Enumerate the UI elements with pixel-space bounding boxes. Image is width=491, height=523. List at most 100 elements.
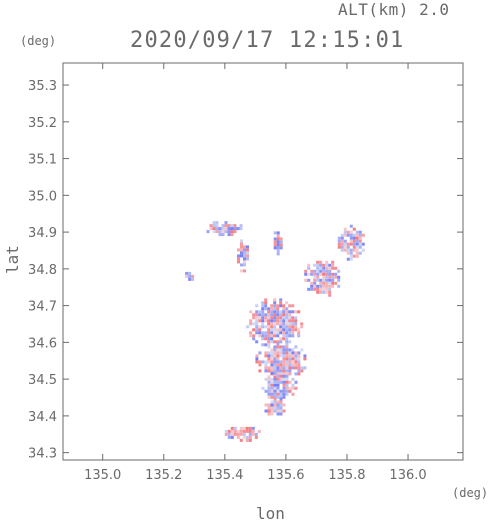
data-cell (239, 438, 243, 442)
data-cell (276, 351, 280, 355)
data-cell (267, 412, 271, 416)
data-cell (343, 230, 347, 234)
data-cell (276, 389, 280, 393)
data-cell (279, 372, 283, 376)
data-cell (188, 274, 192, 278)
data-cell (267, 403, 271, 407)
data-cell (291, 331, 295, 335)
data-cell (328, 272, 332, 276)
data-cell (285, 322, 289, 326)
data-cell (215, 224, 219, 228)
x-tick-label: 135.8 (328, 468, 365, 483)
data-cell (349, 257, 353, 261)
data-cell (337, 236, 341, 240)
data-cell (264, 313, 268, 317)
data-cell (273, 298, 277, 302)
data-cell (285, 386, 289, 390)
y-tick-label: 35.1 (28, 153, 57, 168)
data-cell (273, 334, 277, 338)
data-cell (273, 316, 277, 320)
data-cell (288, 357, 292, 361)
data-cell (273, 319, 277, 323)
data-cell (245, 435, 249, 439)
data-cell (294, 360, 298, 364)
data-cell (291, 334, 295, 338)
data-cell (236, 227, 240, 231)
data-cell (355, 245, 359, 249)
data-cell (264, 334, 268, 338)
data-cell (248, 432, 252, 436)
data-cell (316, 269, 320, 273)
data-cell (288, 322, 292, 326)
data-cell (251, 426, 255, 430)
data-cell (273, 301, 277, 305)
data-cell (261, 322, 265, 326)
data-cell (325, 272, 329, 276)
data-cell (346, 257, 350, 261)
data-cell (285, 328, 289, 332)
data-cell (291, 310, 295, 314)
data-cell (264, 360, 268, 364)
data-cell (316, 290, 320, 294)
data-cell (346, 233, 350, 237)
data-cell (285, 363, 289, 367)
data-cell (243, 269, 246, 273)
data-cell (285, 325, 289, 329)
data-cell (227, 435, 231, 439)
data-cell (267, 313, 271, 317)
data-cell (288, 363, 292, 367)
data-cell (285, 383, 289, 387)
data-cell (322, 266, 326, 270)
data-cell (285, 316, 289, 320)
data-cell (273, 322, 277, 326)
data-cell (221, 224, 225, 228)
data-cell (285, 313, 289, 317)
y-axis-unit: (deg) (20, 34, 57, 48)
data-cell (282, 307, 286, 311)
data-cell (224, 230, 228, 234)
data-cell (249, 310, 253, 314)
data-cell (282, 331, 286, 335)
altitude-label: ALT(km) 2.0 (338, 0, 450, 19)
data-cell (276, 374, 280, 378)
data-cell (261, 334, 265, 338)
data-cell (276, 354, 280, 358)
data-cell (316, 260, 320, 264)
data-cell (276, 406, 280, 410)
data-cell (303, 354, 307, 358)
data-cell (276, 240, 280, 244)
data-cell (264, 301, 268, 305)
data-cell (230, 233, 234, 237)
data-cell (297, 334, 301, 338)
data-cell (340, 233, 344, 237)
data-cell (325, 290, 329, 294)
data-cell (288, 319, 292, 323)
data-cell (322, 287, 326, 291)
data-cell (258, 325, 262, 329)
y-tick-label: 34.4 (28, 410, 57, 425)
data-cell (258, 363, 262, 367)
data-cell (239, 227, 243, 231)
data-cell (279, 395, 283, 399)
data-cell (279, 240, 283, 244)
data-cell (227, 429, 231, 433)
data-cell (273, 409, 277, 413)
data-cell (233, 429, 237, 433)
data-cell (249, 334, 253, 338)
data-cell (355, 248, 359, 252)
data-cell (282, 377, 286, 381)
data-cell (242, 432, 246, 436)
data-cell (267, 307, 271, 311)
data-cell (276, 319, 280, 323)
data-cell (279, 316, 283, 320)
data-cell (325, 287, 329, 291)
data-cell (361, 248, 365, 252)
data-cell (279, 363, 283, 367)
data-cell (279, 325, 283, 329)
data-cell (239, 426, 243, 430)
data-cell (288, 386, 292, 390)
data-cell (279, 298, 283, 302)
data-cell (279, 243, 283, 247)
data-cell (255, 304, 259, 308)
